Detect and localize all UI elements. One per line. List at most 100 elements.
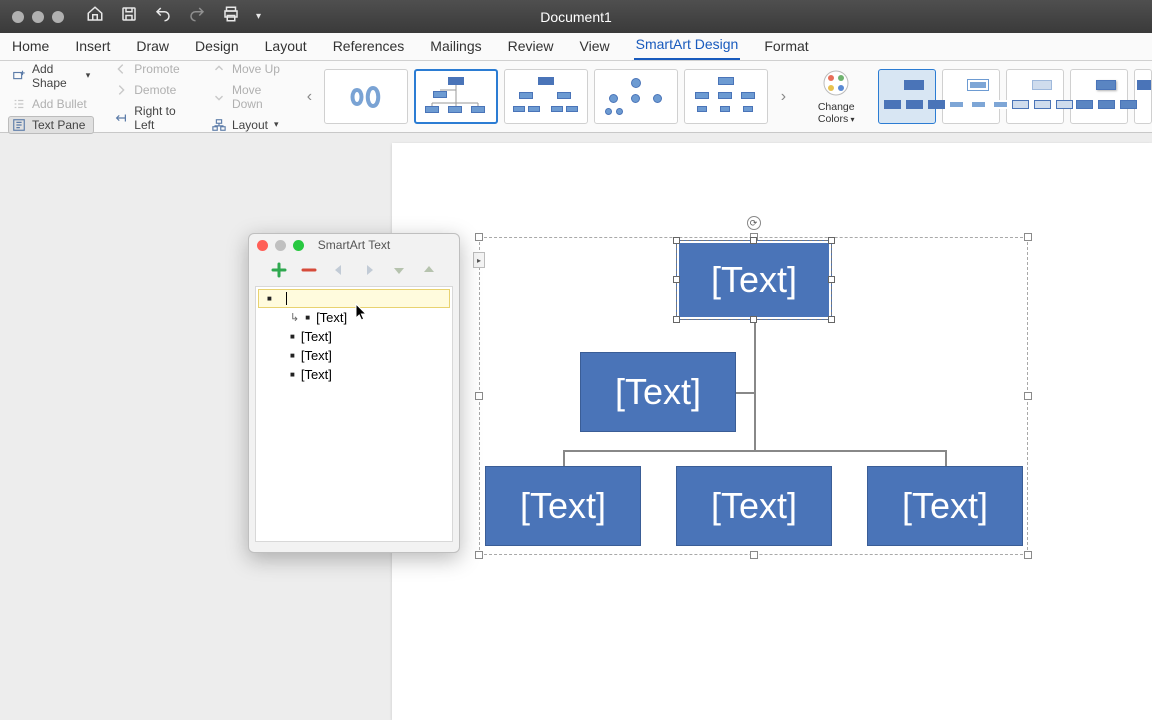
print-icon[interactable] xyxy=(222,5,240,28)
gallery-layout-0[interactable] xyxy=(324,69,408,124)
layout-label: Layout xyxy=(232,118,268,132)
demote-label: Demote xyxy=(134,83,176,97)
list-item[interactable]: ■ xyxy=(258,289,450,308)
gallery-prev-button[interactable]: ‹ xyxy=(300,73,318,121)
bullet-icon: ■ xyxy=(305,313,310,322)
smartart-node-child-1[interactable]: [Text] xyxy=(485,466,641,546)
move-up-label: Move Up xyxy=(232,62,280,76)
bullet-icon: ■ xyxy=(290,351,295,360)
resize-handle[interactable] xyxy=(1024,551,1032,559)
save-icon[interactable] xyxy=(120,5,138,28)
ribbon-group-move: Move Up Move Down Layout ▾ xyxy=(200,56,296,138)
redo-icon[interactable] xyxy=(188,5,206,28)
traffic-minimize-icon[interactable] xyxy=(32,11,44,23)
gallery-layout-1[interactable] xyxy=(414,69,498,124)
remove-item-button[interactable] xyxy=(301,262,317,278)
ribbon-group-hierarchy: Promote Demote Right to Left xyxy=(102,56,200,138)
tab-references[interactable]: References xyxy=(331,34,407,60)
add-item-button[interactable] xyxy=(271,262,287,278)
panel-zoom-icon[interactable] xyxy=(293,240,304,251)
smartart-frame[interactable]: ⟳ ▸ [Text] [Text] [Text] [Text] [Text] xyxy=(479,237,1028,555)
panel-outline-list[interactable]: ■ ↳ ■ [Text] ■ [Text] ■ [Text] ■ [Text] xyxy=(255,286,453,542)
list-item[interactable]: ■ [Text] xyxy=(256,365,452,384)
tab-view[interactable]: View xyxy=(578,34,612,60)
quick-access-toolbar: ▾ xyxy=(86,5,261,28)
tab-format[interactable]: Format xyxy=(762,34,810,60)
list-item-text[interactable]: [Text] xyxy=(301,348,332,363)
node-label: [Text] xyxy=(520,485,606,527)
gallery-layout-2[interactable] xyxy=(504,69,588,124)
add-bullet-label: Add Bullet xyxy=(32,97,87,111)
rtl-button[interactable]: Right to Left xyxy=(110,102,192,134)
gallery-next-button[interactable]: › xyxy=(774,73,792,121)
move-down-button[interactable]: Move Down xyxy=(208,81,288,113)
panel-titlebar[interactable]: SmartArt Text xyxy=(249,234,459,256)
tab-mailings[interactable]: Mailings xyxy=(428,34,483,60)
promote-button[interactable]: Promote xyxy=(110,60,192,78)
connector xyxy=(563,450,947,452)
smartart-node-child-2[interactable]: [Text] xyxy=(676,466,832,546)
home-icon[interactable] xyxy=(86,5,104,28)
add-bullet-button[interactable]: Add Bullet xyxy=(8,95,94,113)
list-item-text[interactable]: [Text] xyxy=(316,310,347,325)
style-4[interactable] xyxy=(1134,69,1152,124)
style-3[interactable] xyxy=(1070,69,1128,124)
panel-close-icon[interactable] xyxy=(257,240,268,251)
traffic-zoom-icon[interactable] xyxy=(52,11,64,23)
list-item[interactable]: ■ [Text] xyxy=(256,327,452,346)
move-down-button[interactable] xyxy=(391,262,407,278)
indent-button[interactable] xyxy=(361,262,377,278)
style-1[interactable] xyxy=(942,69,1000,124)
mac-titlebar: ▾ Document1 xyxy=(0,0,1152,33)
text-pane-button[interactable]: Text Pane xyxy=(8,116,94,134)
list-item-text[interactable]: [Text] xyxy=(301,367,332,382)
bullet-icon: ■ xyxy=(290,370,295,379)
connector xyxy=(754,320,756,450)
move-up-button[interactable]: Move Up xyxy=(208,60,288,78)
ribbon: Add Shape ▾ Add Bullet Text Pane Promote… xyxy=(0,61,1152,133)
outdent-button[interactable] xyxy=(331,262,347,278)
resize-handle[interactable] xyxy=(475,551,483,559)
gallery-layout-3[interactable] xyxy=(594,69,678,124)
expand-text-pane-tab[interactable]: ▸ xyxy=(473,252,485,268)
connector xyxy=(945,450,947,466)
rotate-handle-icon[interactable]: ⟳ xyxy=(747,216,761,230)
demote-button[interactable]: Demote xyxy=(110,81,192,99)
node-label: [Text] xyxy=(711,485,797,527)
smartart-node-assistant[interactable]: [Text] xyxy=(580,352,736,432)
window-traffic-lights xyxy=(12,11,64,23)
node-label: [Text] xyxy=(711,259,797,301)
panel-minimize-icon[interactable] xyxy=(275,240,286,251)
list-item[interactable]: ↳ ■ [Text] xyxy=(256,308,452,327)
ribbon-group-shape: Add Shape ▾ Add Bullet Text Pane xyxy=(0,56,102,138)
move-up-button[interactable] xyxy=(421,262,437,278)
resize-handle[interactable] xyxy=(475,233,483,241)
gallery-layout-4[interactable] xyxy=(684,69,768,124)
resize-handle[interactable] xyxy=(475,392,483,400)
resize-handle[interactable] xyxy=(1024,392,1032,400)
change-colors-button[interactable]: Change Colors ▾ xyxy=(812,68,860,125)
smartart-node-top[interactable]: [Text] xyxy=(676,240,832,320)
smartart-text-panel[interactable]: SmartArt Text ■ ↳ ■ [Text] ■ [Text] ■ [Te… xyxy=(248,233,460,553)
chevron-down-icon: ▾ xyxy=(274,119,279,130)
smartart-node-child-3[interactable]: [Text] xyxy=(867,466,1023,546)
qat-overflow-icon[interactable]: ▾ xyxy=(256,11,261,22)
tab-smartart-design[interactable]: SmartArt Design xyxy=(634,32,741,60)
list-item[interactable]: ■ [Text] xyxy=(256,346,452,365)
resize-handle[interactable] xyxy=(750,551,758,559)
add-shape-button[interactable]: Add Shape ▾ xyxy=(8,60,94,92)
layout-button[interactable]: Layout ▾ xyxy=(208,116,288,134)
resize-handle[interactable] xyxy=(1024,233,1032,241)
list-item-text[interactable]: [Text] xyxy=(301,329,332,344)
document-page: ⟳ ▸ [Text] [Text] [Text] [Text] [Text] xyxy=(392,143,1152,720)
style-2[interactable] xyxy=(1006,69,1064,124)
traffic-close-icon[interactable] xyxy=(12,11,24,23)
add-shape-label: Add Shape xyxy=(32,62,80,90)
undo-icon[interactable] xyxy=(154,5,172,28)
rtl-label: Right to Left xyxy=(134,104,188,132)
return-icon: ↳ xyxy=(290,311,299,324)
style-0[interactable] xyxy=(878,69,936,124)
chevron-down-icon: ▾ xyxy=(848,115,854,124)
panel-toolbar xyxy=(249,256,459,284)
tab-review[interactable]: Review xyxy=(506,34,556,60)
